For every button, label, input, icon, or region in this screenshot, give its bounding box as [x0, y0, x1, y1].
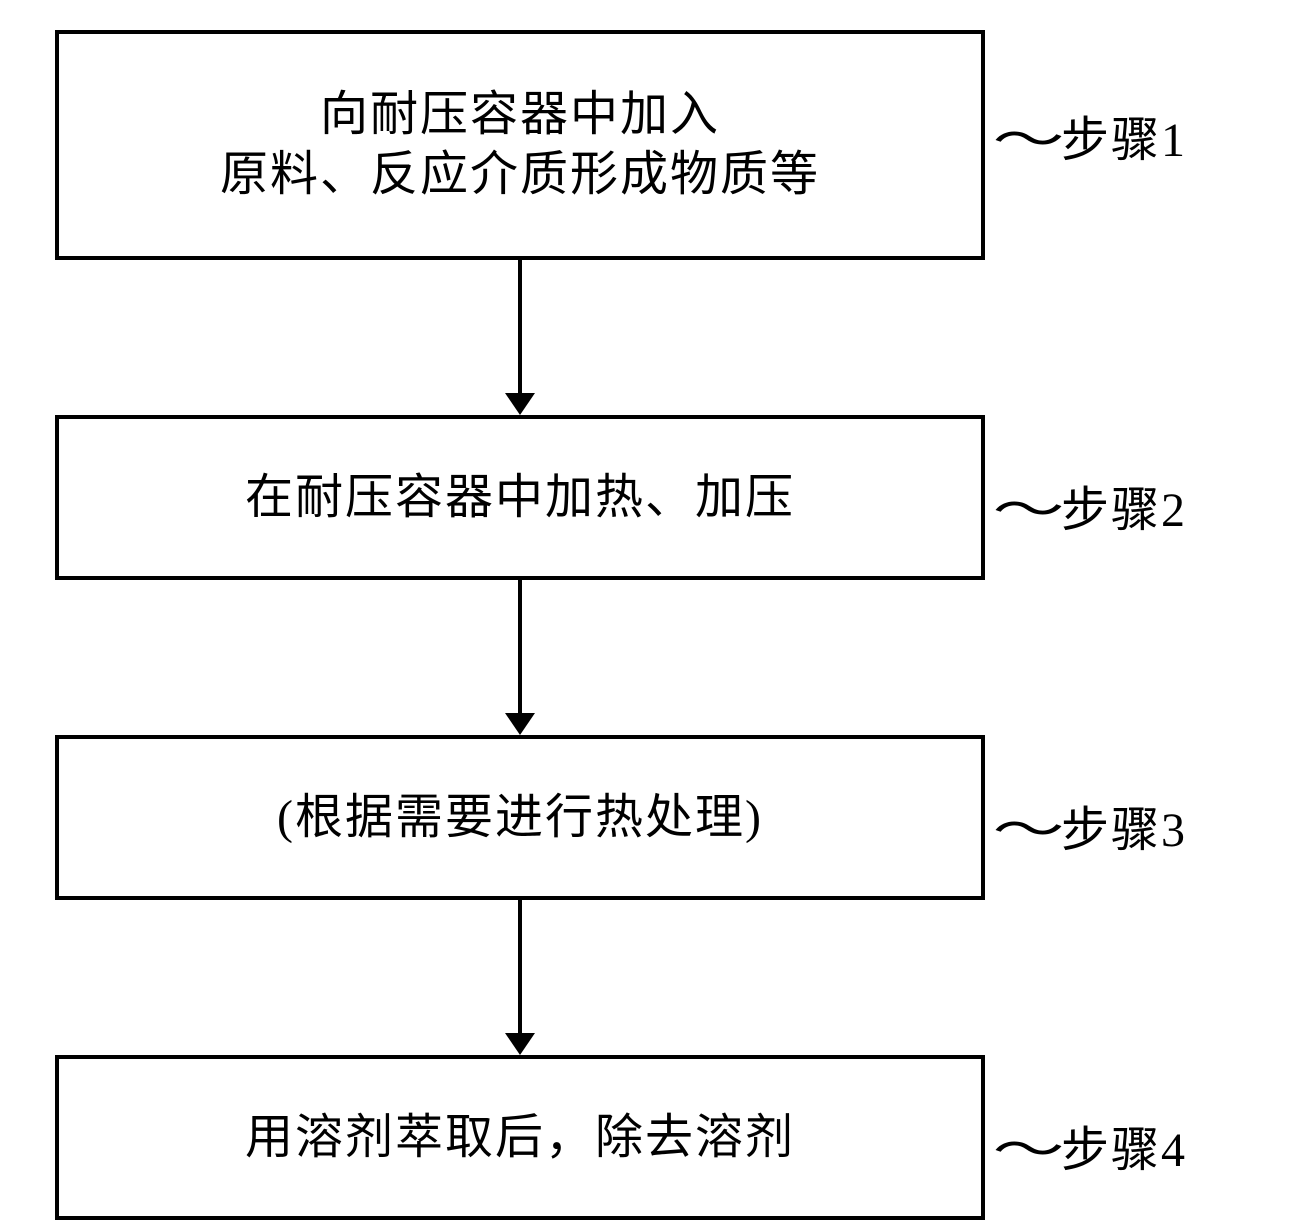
step-label-text: 步骤2	[1061, 484, 1187, 537]
step-label-text: 步骤3	[1061, 804, 1187, 857]
step-text-line: 在耐压容器中加热、加压	[245, 468, 795, 528]
step-text-line: 原料、反应介质形成物质等	[220, 145, 820, 205]
flowchart-step-box: 用溶剂萃取后，除去溶剂	[55, 1055, 985, 1220]
step-label: 〜步骤3	[1005, 790, 1187, 860]
flowchart-step-box: 在耐压容器中加热、加压	[55, 415, 985, 580]
step-label: 〜步骤4	[1005, 1110, 1187, 1180]
step-label-text: 步骤1	[1061, 114, 1187, 167]
tilde-connector: 〜	[992, 1110, 1067, 1180]
step-label: 〜步骤1	[1005, 100, 1187, 170]
step-label: 〜步骤2	[1005, 470, 1187, 540]
tilde-connector: 〜	[992, 100, 1067, 170]
flowchart-step-box: (根据需要进行热处理)	[55, 735, 985, 900]
step-text-line: 用溶剂萃取后，除去溶剂	[245, 1108, 795, 1168]
flowchart-step-box: 向耐压容器中加入原料、反应介质形成物质等	[55, 30, 985, 260]
step-text-line: 向耐压容器中加入	[320, 85, 720, 145]
step-label-text: 步骤4	[1061, 1124, 1187, 1177]
tilde-connector: 〜	[992, 470, 1067, 540]
tilde-connector: 〜	[992, 790, 1067, 860]
step-text-line: (根据需要进行热处理)	[277, 788, 763, 848]
